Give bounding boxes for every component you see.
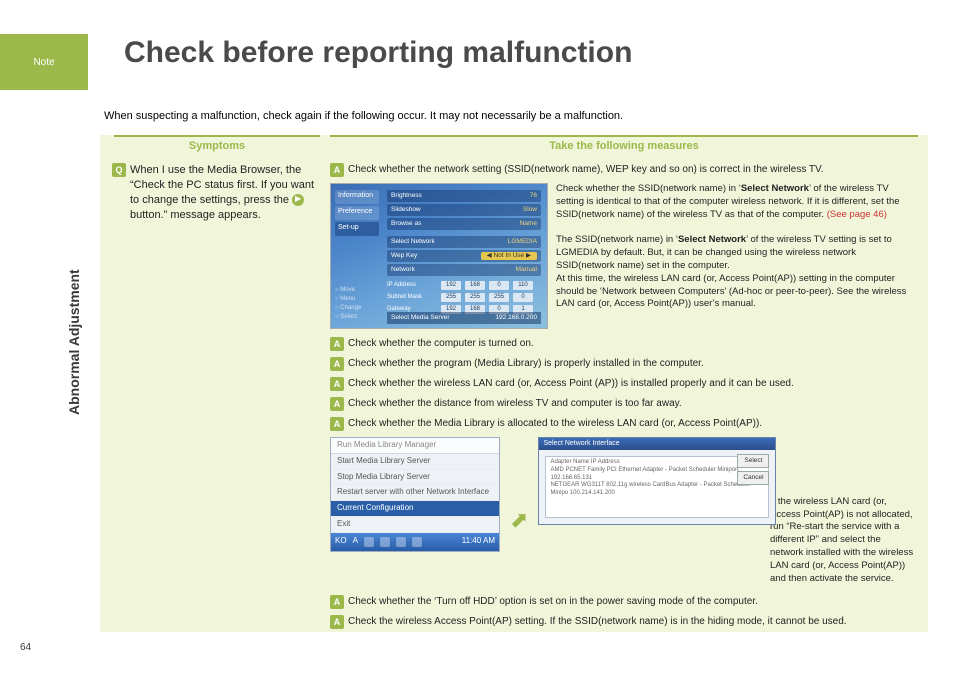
- setup-block: Information Preference Set-up Brightness…: [330, 183, 914, 329]
- taskbar-lang: KO: [335, 536, 347, 547]
- answer-text: Check whether the network setting (SSID(…: [348, 163, 914, 177]
- answer-row: A Check whether the Media Library is allo…: [330, 417, 914, 431]
- symptom-pre: When I use the Media Browser, the “Check…: [130, 164, 314, 206]
- menu-item: Start Media Library Server: [331, 454, 499, 470]
- symptoms-header: Symptoms: [114, 135, 320, 155]
- measures-header: Take the following measures: [330, 135, 918, 155]
- answer-row: A Check whether the distance from wireles…: [330, 397, 914, 411]
- a-marker: A: [330, 337, 344, 351]
- context-menu-screenshot: Run Media Library Manager Start Media Li…: [330, 437, 500, 552]
- answer-text: Check whether the ‘Turn off HDD’ option …: [348, 595, 914, 609]
- menu-item: Exit: [331, 517, 499, 533]
- taskbar-ime: A: [353, 536, 358, 547]
- answer-row: A Check the wireless Access Point(AP) set…: [330, 615, 914, 629]
- library-note: If the wireless LAN card (or, Access Poi…: [770, 496, 914, 586]
- a-marker: A: [330, 163, 344, 177]
- answer-text: Check whether the program (Media Library…: [348, 357, 914, 371]
- menu-item-highlight: Current Configuration: [331, 501, 499, 517]
- answer-row: A Check whether the ‘Turn off HDD’ option…: [330, 595, 914, 609]
- symptom-post: button.” message appears.: [130, 209, 261, 221]
- symptom-text: When I use the Media Browser, the “Check…: [130, 163, 324, 222]
- taskbar: KO A 11:40 AM: [331, 533, 499, 551]
- setup-field: Brightness76: [387, 190, 541, 202]
- answer-text: Check whether the wireless LAN card (or,…: [348, 377, 914, 391]
- tray-icon: [396, 537, 406, 547]
- answer-row: A Check whether the computer is turned on…: [330, 337, 914, 351]
- a-marker: A: [330, 357, 344, 371]
- setup-ip-row: Subnet Mask2552552550: [387, 292, 541, 303]
- setup-ip-row: IP Address1921680110: [387, 280, 541, 291]
- symptom-entry: Q When I use the Media Browser, the “Che…: [112, 163, 324, 222]
- setup-side-notes: Check whether the SSID(network name) in …: [556, 183, 914, 329]
- setup-footer: Select Media Server192.168.0.200: [387, 312, 541, 324]
- a-marker: A: [330, 397, 344, 411]
- play-icon: ▶: [292, 194, 304, 206]
- network-window-screenshot: Select Network Interface Adapter Name IP…: [538, 437, 776, 525]
- measures-column: A Check whether the network setting (SSI…: [330, 163, 914, 635]
- netwin-titlebar: Select Network Interface: [539, 438, 775, 450]
- setup-tab: Preference: [335, 206, 379, 220]
- page-title: Check before reporting malfunction: [124, 36, 632, 70]
- setup-tab-active: Set-up: [335, 222, 379, 236]
- answer-row: A Check whether the network setting (SSI…: [330, 163, 914, 177]
- tray-icon: [380, 537, 390, 547]
- page-number: 64: [20, 642, 31, 653]
- menu-item: Restart server with other Network Interf…: [331, 485, 499, 501]
- setup-field: Select NetworkLGMEDIA: [387, 236, 541, 248]
- tray-icon: [412, 537, 422, 547]
- section-side-label: Abnormal Adjustment: [66, 269, 82, 415]
- netwin-select-button: Select: [737, 454, 769, 468]
- setup-field-highlight: Wep Key◀ Not In Use ▶: [387, 250, 541, 262]
- tray-icon: [364, 537, 374, 547]
- answer-text: Check whether the distance from wireless…: [348, 397, 914, 411]
- intro-text: When suspecting a malfunction, check aga…: [104, 110, 623, 122]
- q-marker: Q: [112, 163, 126, 177]
- menu-title: Run Media Library Manager: [331, 438, 499, 454]
- content-panel: Abnormal Adjustment Symptoms Take the fo…: [100, 135, 928, 632]
- answer-text: Check the wireless Access Point(AP) sett…: [348, 615, 914, 629]
- note-badge: Note: [0, 34, 88, 90]
- answer-row: A Check whether the wireless LAN card (or…: [330, 377, 914, 391]
- netwin-cancel-button: Cancel: [737, 471, 769, 485]
- setup-field: Browse asName: [387, 218, 541, 230]
- a-marker: A: [330, 377, 344, 391]
- setup-field: NetworkManual: [387, 264, 541, 276]
- setup-field: SlideshowSlow: [387, 204, 541, 216]
- menu-item: Stop Media Library Server: [331, 470, 499, 486]
- netwin-buttons: Select Cancel: [737, 454, 769, 485]
- netwin-list: Adapter Name IP Address AMD PCNET Family…: [545, 456, 769, 518]
- a-marker: A: [330, 615, 344, 629]
- setup-left-icons: ○ Move ○ Menu ○ Change ○ Select: [335, 286, 361, 322]
- arrow-up-icon: ⬈: [510, 505, 528, 535]
- a-marker: A: [330, 417, 344, 431]
- a-marker: A: [330, 595, 344, 609]
- answer-text: Check whether the computer is turned on.: [348, 337, 914, 351]
- setup-screenshot: Information Preference Set-up Brightness…: [330, 183, 548, 329]
- answer-text: Check whether the Media Library is alloc…: [348, 417, 914, 431]
- taskbar-time: 11:40 AM: [462, 536, 495, 547]
- setup-tab: Information: [335, 190, 379, 204]
- answer-row: A Check whether the program (Media Librar…: [330, 357, 914, 371]
- column-header-row: Symptoms Take the following measures: [100, 135, 928, 155]
